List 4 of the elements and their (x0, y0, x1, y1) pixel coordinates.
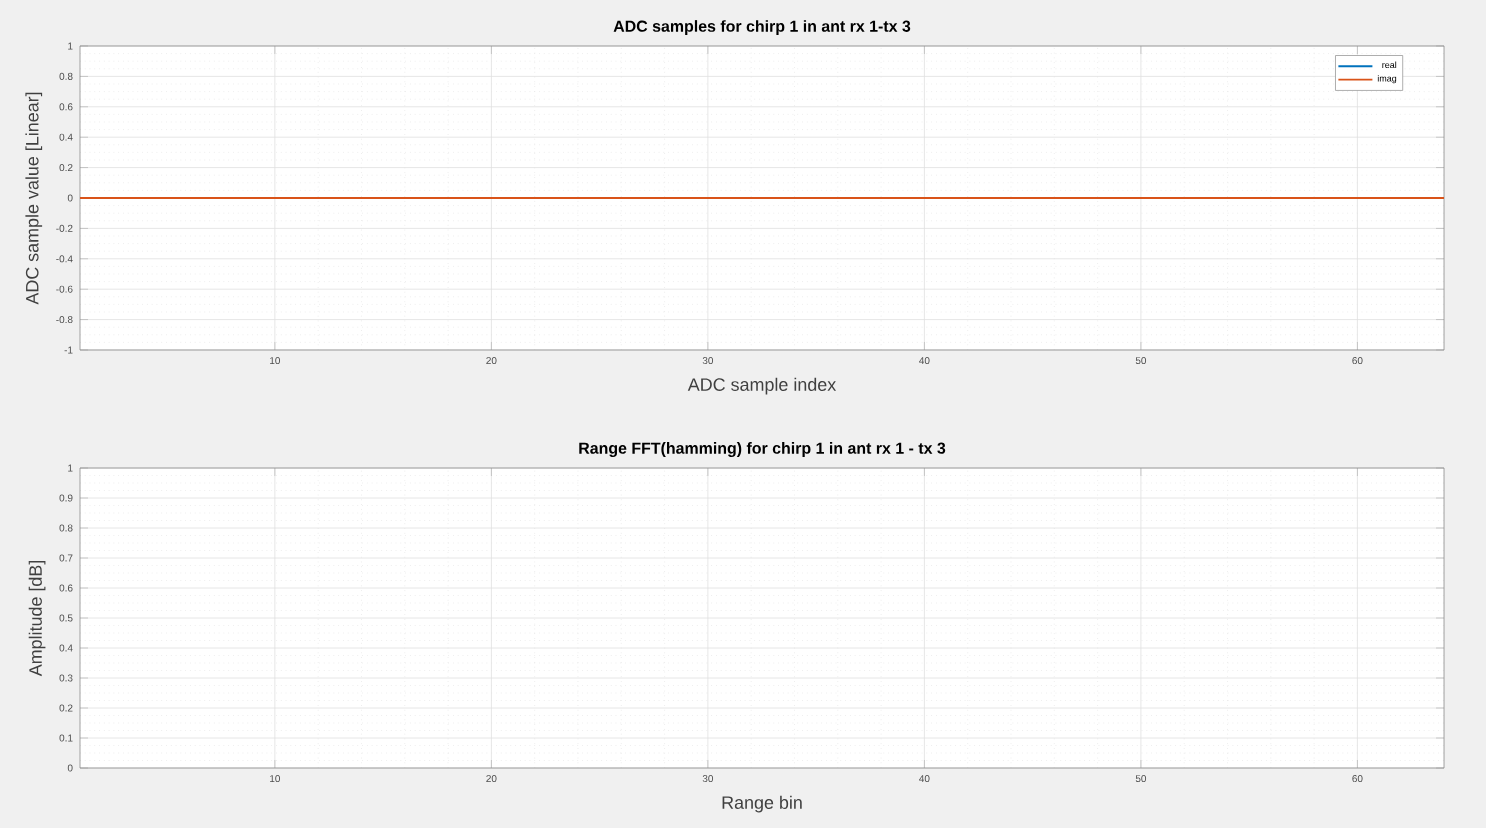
x-axis-title: Range bin (722, 795, 802, 813)
y-axis-title: Amplitude [dB] (28, 560, 46, 677)
y-axis-title: ADC sample value [Linear] (25, 92, 43, 305)
x-axis-title: ADC sample index (687, 377, 837, 395)
